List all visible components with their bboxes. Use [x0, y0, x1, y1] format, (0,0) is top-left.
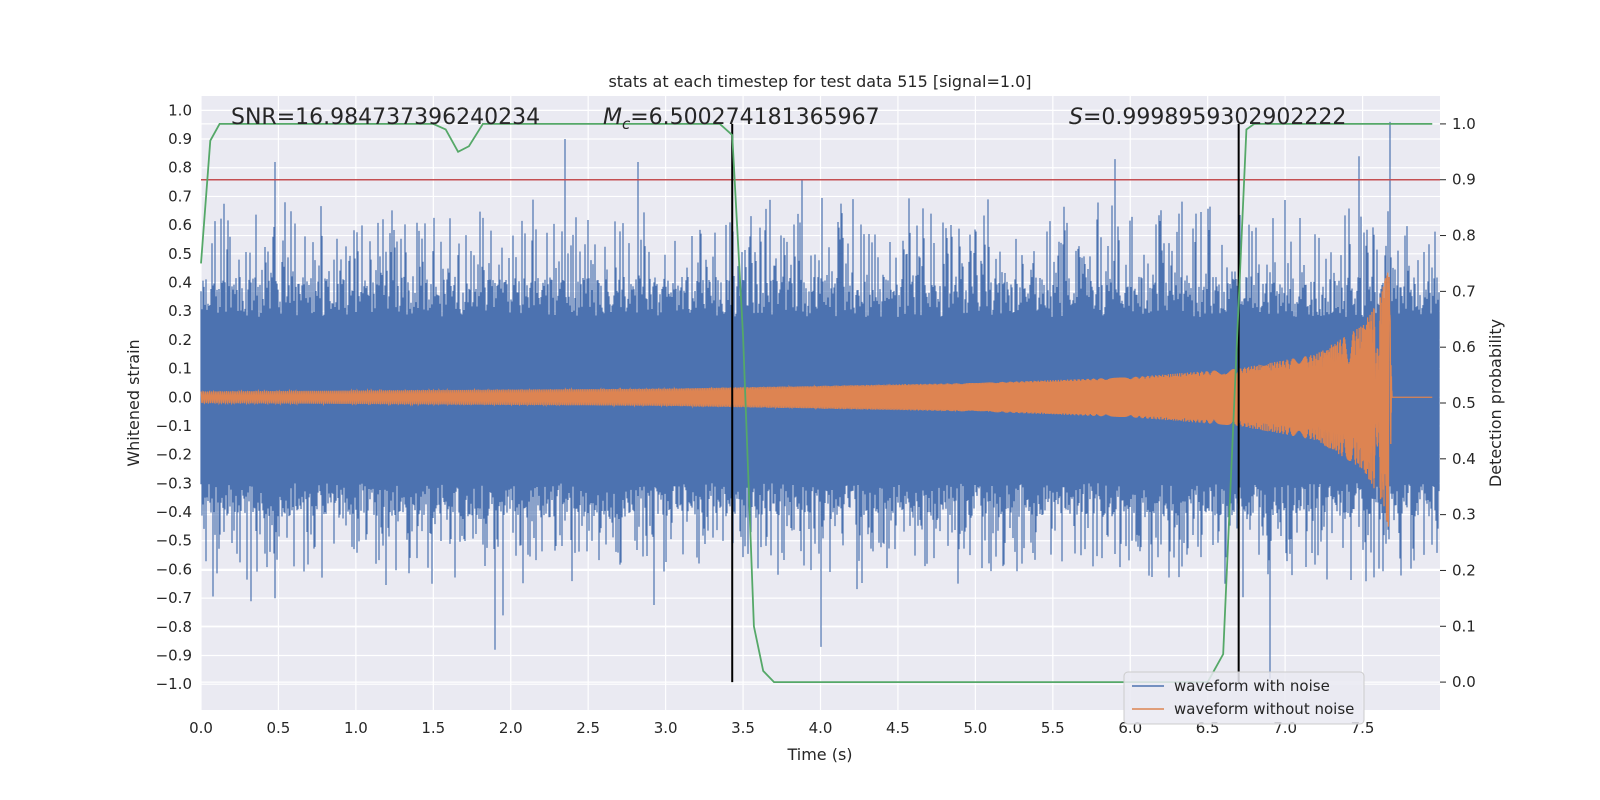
x-tick-label: 1.5 [421, 719, 445, 737]
y2-tick-label: 1.0 [1452, 115, 1476, 133]
y-tick-label: −0.4 [156, 503, 192, 521]
y-tick-label: −0.1 [156, 417, 192, 435]
y2-tick-label: 0.3 [1452, 506, 1476, 524]
y2-tick-label: 0.7 [1452, 282, 1476, 300]
y-tick-label: −0.7 [156, 589, 192, 607]
x-axis-label: Time (s) [786, 745, 852, 764]
mc-symbol: M [603, 105, 622, 130]
y-tick-label: 0.4 [168, 273, 192, 291]
y-tick-label: 0.6 [168, 216, 192, 234]
score-annotation: S=0.9998959302902222 [1069, 105, 1346, 130]
y-tick-label: −0.3 [156, 474, 192, 492]
legend-label-clean: waveform without noise [1174, 700, 1354, 718]
chirp-mass-annotation: Mc=6.500274181365967 [603, 105, 880, 133]
y2-tick-label: 0.9 [1452, 171, 1476, 189]
overlay-lines [200, 123, 1440, 683]
y-tick-label: 0.9 [168, 130, 192, 148]
x-tick-label: 0.5 [267, 719, 291, 737]
x-tick-label: 5.0 [963, 719, 987, 737]
y-tick-label: 0.2 [168, 331, 192, 349]
x-tick-label: 1.0 [344, 719, 368, 737]
y2-tick-label: 0.8 [1452, 227, 1476, 245]
chart-title: stats at each timestep for test data 515… [608, 72, 1031, 91]
x-tick-label: 2.0 [499, 719, 523, 737]
y-tick-label: 0.3 [168, 302, 192, 320]
x-tick-label: 0.0 [189, 719, 213, 737]
y-tick-label: −0.2 [156, 446, 192, 464]
y-tick-label: 0.5 [168, 245, 192, 263]
y-tick-label: −1.0 [156, 675, 192, 693]
y-tick-label: −0.6 [156, 560, 192, 578]
x-tick-label: 4.5 [886, 719, 910, 737]
y-tick-label: 0.0 [168, 388, 192, 406]
x-tick-label: 2.5 [576, 719, 600, 737]
s-value: =0.9998959302902222 [1083, 105, 1346, 130]
y2-tick-label: 0.2 [1452, 561, 1476, 579]
y2-axis-label: Detection probability [1486, 319, 1505, 487]
x-tick-label: 4.0 [809, 719, 833, 737]
y2-tick-label: 0.1 [1452, 617, 1476, 635]
clean-waveform-path [200, 272, 1433, 527]
y-tick-label: −0.5 [156, 532, 192, 550]
y-tick-label: −0.8 [156, 618, 192, 636]
mc-value: =6.500274181365967 [630, 105, 879, 130]
legend: waveform with noise waveform without noi… [1123, 671, 1365, 725]
y-axis-label: Whitened strain [124, 339, 143, 466]
x-tick-label: 3.5 [731, 719, 755, 737]
y-tick-label: 0.8 [168, 159, 192, 177]
x-tick-label: 5.5 [1041, 719, 1065, 737]
axis-ticks: 1.0 0.9 0.8 0.7 0.6 0.5 0.4 0.3 0.2 0.1 0.0 −0.1 −0.… [156, 101, 1476, 737]
waveform-without-noise-series [200, 272, 1433, 527]
y2-tick-label: 0.4 [1452, 450, 1476, 468]
y-tick-label: 0.1 [168, 360, 192, 378]
y-tick-label: −0.9 [156, 646, 192, 664]
mc-subscript: c [622, 115, 631, 133]
y-tick-label: 0.7 [168, 187, 192, 205]
s-symbol: S [1069, 105, 1083, 130]
legend-label-noise: waveform with noise [1174, 677, 1330, 695]
y2-tick-label: 0.0 [1452, 673, 1476, 691]
y2-tick-label: 0.5 [1452, 394, 1476, 412]
y-tick-label: 1.0 [168, 101, 192, 119]
detection-probability-line [200, 123, 1433, 683]
snr-annotation: SNR=16.984737396240234 [231, 105, 540, 130]
x-tick-label: 3.0 [654, 719, 678, 737]
y2-tick-label: 0.6 [1452, 338, 1476, 356]
legend-box [1123, 671, 1365, 725]
